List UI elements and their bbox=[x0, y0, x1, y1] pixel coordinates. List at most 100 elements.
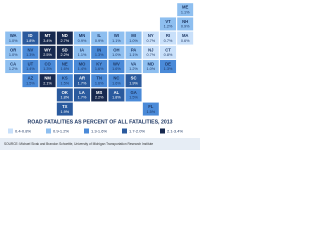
state-value: 1.6% bbox=[112, 67, 121, 71]
state-abbr: AL bbox=[114, 90, 120, 95]
state bbox=[22, 31, 39, 45]
legend-label: 1.3-1.6% bbox=[91, 128, 107, 133]
state-value: 3.4% bbox=[43, 39, 52, 43]
state bbox=[39, 45, 57, 60]
state-abbr: AZ bbox=[28, 76, 34, 81]
state bbox=[73, 45, 91, 60]
state-value: 1.7% bbox=[78, 81, 87, 85]
state-value: 2.2% bbox=[60, 53, 69, 57]
state-abbr: ME bbox=[182, 5, 188, 10]
state-value: 0.7% bbox=[146, 39, 155, 43]
state bbox=[107, 73, 125, 88]
state-abbr: KS bbox=[62, 76, 68, 81]
state-abbr: PA bbox=[131, 47, 137, 52]
state-abbr: WA bbox=[10, 33, 17, 38]
state-abbr: NM bbox=[44, 76, 51, 81]
legend-label: 0.9-1.2% bbox=[53, 128, 69, 133]
state-value: 1.0% bbox=[9, 39, 18, 43]
state bbox=[73, 87, 91, 102]
state-value: 1.1% bbox=[181, 10, 190, 14]
state-abbr: TN bbox=[96, 76, 102, 81]
state-value: 1.6% bbox=[95, 81, 104, 85]
legend-swatch bbox=[8, 128, 13, 134]
state-value: 0.6% bbox=[181, 39, 190, 43]
state bbox=[22, 45, 39, 60]
legend-swatch bbox=[160, 128, 165, 134]
state-value: 1.8% bbox=[60, 96, 69, 100]
state-value: 1.6% bbox=[95, 67, 104, 71]
state-value: 1.0% bbox=[112, 53, 121, 57]
state bbox=[159, 31, 177, 45]
state bbox=[56, 31, 74, 45]
state-value: 1.3% bbox=[26, 53, 35, 57]
state-value: 1.5% bbox=[60, 81, 69, 85]
state-value: 1.0% bbox=[9, 53, 18, 57]
state-abbr: ND bbox=[62, 33, 68, 38]
legend: 0.4-0.8% 0.9-1.2% 1.3-1.6% 1.7-2.0% 2.1-3.4% bbox=[8, 128, 183, 134]
legend-swatch bbox=[46, 128, 51, 134]
state-value: 1.6% bbox=[60, 67, 69, 71]
state-abbr: NH bbox=[182, 19, 188, 24]
state-abbr: SC bbox=[131, 76, 137, 81]
state-value: 1.5% bbox=[129, 96, 138, 100]
footer-band bbox=[0, 138, 200, 150]
state-value: 1.2% bbox=[129, 67, 138, 71]
state-map: ME1.1%VT1.2%NH0.9%WA1.0%ID1.8%MT3.4%ND2.… bbox=[4, 2, 194, 117]
state bbox=[159, 45, 177, 60]
state-abbr: DE bbox=[165, 62, 171, 67]
state-value: 1.1% bbox=[129, 53, 138, 57]
state bbox=[56, 102, 74, 117]
state bbox=[56, 45, 74, 60]
state-abbr: VA bbox=[131, 62, 137, 67]
state-value: 1.9% bbox=[60, 110, 69, 114]
state-value: 1.6% bbox=[112, 81, 121, 85]
state-abbr: WV bbox=[113, 62, 120, 67]
state-value: 1.8% bbox=[26, 39, 35, 43]
state-abbr: NC bbox=[113, 76, 119, 81]
state-abbr: LA bbox=[79, 90, 85, 95]
state-value: 1.0% bbox=[129, 39, 138, 43]
state bbox=[90, 59, 108, 74]
state-abbr: KY bbox=[96, 62, 102, 67]
state bbox=[176, 17, 194, 31]
state bbox=[73, 31, 91, 45]
state-abbr: MS bbox=[96, 90, 102, 95]
map-title: ROAD FATALITIES AS PERCENT OF ALL FATALI… bbox=[28, 119, 173, 125]
state-abbr: CA bbox=[10, 62, 16, 67]
state bbox=[107, 59, 125, 74]
state-abbr: NE bbox=[62, 62, 68, 67]
state bbox=[90, 73, 108, 88]
state-abbr: NJ bbox=[148, 47, 154, 52]
state-abbr: MD bbox=[148, 62, 155, 67]
legend-swatch bbox=[84, 128, 89, 134]
state-value: 1.3% bbox=[164, 67, 173, 71]
state-abbr: RI bbox=[166, 33, 170, 38]
state-abbr: MN bbox=[79, 33, 86, 38]
state bbox=[125, 73, 143, 88]
state bbox=[159, 17, 177, 31]
state bbox=[142, 102, 160, 117]
state bbox=[176, 2, 194, 17]
state bbox=[159, 59, 177, 74]
state bbox=[107, 45, 125, 60]
state-value: 1.2% bbox=[164, 25, 173, 29]
state bbox=[90, 31, 108, 45]
state bbox=[39, 73, 57, 88]
state-abbr: NV bbox=[27, 47, 33, 52]
state-value: 1.9% bbox=[129, 81, 138, 85]
state-value: 1.4% bbox=[26, 67, 35, 71]
state-value: 1.3% bbox=[43, 67, 52, 71]
state-abbr: AR bbox=[79, 76, 85, 81]
state bbox=[142, 31, 160, 45]
state bbox=[142, 59, 160, 74]
state bbox=[4, 31, 22, 45]
state-abbr: MT bbox=[45, 33, 51, 38]
state bbox=[90, 45, 108, 60]
state bbox=[125, 45, 143, 60]
state-value: 1.3% bbox=[95, 53, 104, 57]
state-abbr: FL bbox=[148, 104, 154, 109]
state-value: 1.0% bbox=[146, 67, 155, 71]
state-value: 1.1% bbox=[78, 53, 87, 57]
state-abbr: CT bbox=[165, 47, 171, 52]
state-value: 1.1% bbox=[112, 39, 121, 43]
